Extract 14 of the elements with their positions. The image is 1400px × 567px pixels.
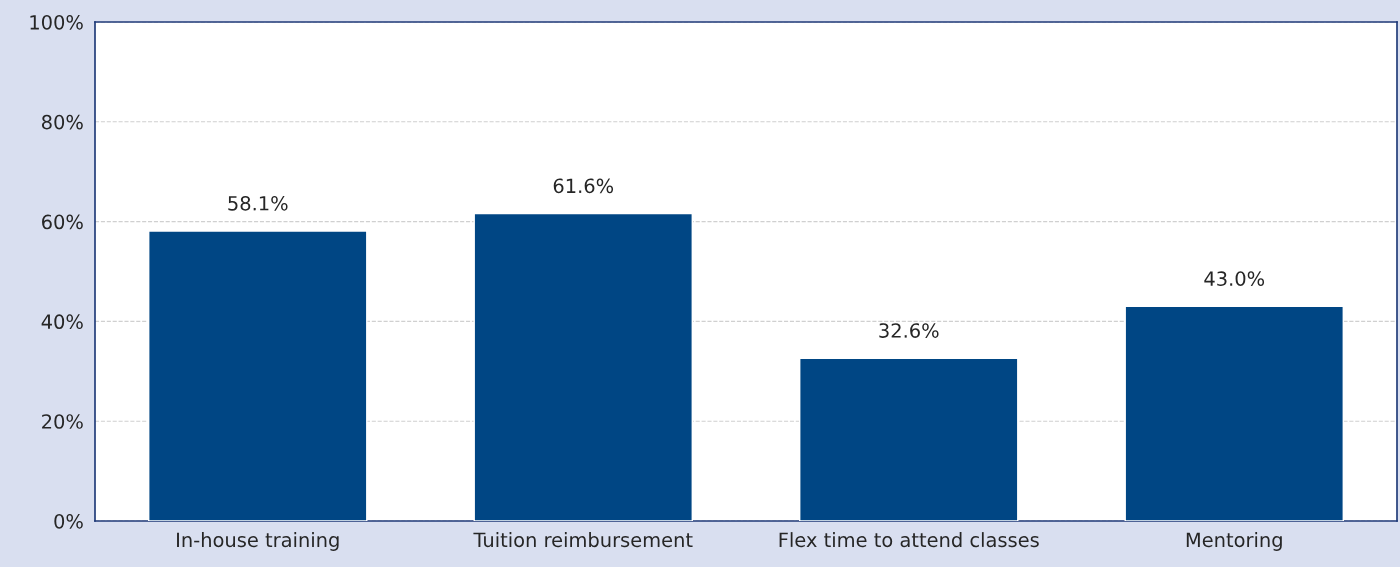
y-tick-label: 100% — [30, 14, 83, 30]
y-tick-label: 40% — [41, 314, 83, 330]
x-tick-label: In-house training — [177, 532, 339, 551]
y-tick-label: 60% — [42, 214, 83, 230]
data-label: 32.6% — [879, 323, 939, 338]
y-tick-label: 20% — [42, 414, 83, 429]
data-label: 58.1% — [228, 195, 288, 211]
data-label: 43.0% — [1204, 271, 1265, 286]
x-tick-label: Flex time to attend classes — [779, 532, 1039, 548]
x-tick-label: Tuition reimbursement — [473, 532, 693, 548]
x-tick-label: Mentoring — [1186, 532, 1282, 551]
y-tick-label: 0% — [54, 513, 83, 529]
data-label: 61.6% — [553, 178, 614, 194]
y-tick-label: 80% — [41, 114, 83, 130]
